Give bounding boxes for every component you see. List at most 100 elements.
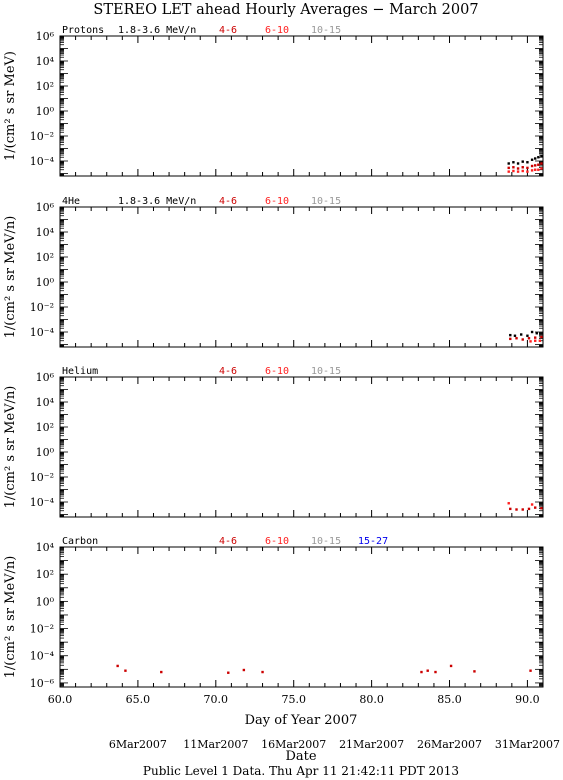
legend-entry: 4-6 <box>219 536 237 547</box>
data-point <box>513 334 517 337</box>
panel-name-label: Helium <box>62 366 98 377</box>
data-point <box>512 161 515 164</box>
data-point <box>540 154 543 158</box>
data-point <box>515 337 518 340</box>
data-point <box>509 337 512 341</box>
data-point <box>509 507 512 511</box>
y-tick-label: 10² <box>36 251 54 264</box>
data-point <box>534 506 537 509</box>
data-point <box>537 156 540 159</box>
legend-entry: 10-15 <box>311 196 341 207</box>
data-point <box>526 166 529 170</box>
legend-entry: 15-27 <box>358 536 388 547</box>
date-tick-label: 31Mar2007 <box>495 738 560 751</box>
data-point <box>529 669 532 672</box>
data-point <box>512 169 515 173</box>
y-tick-label: 10² <box>36 80 54 93</box>
date-tick-label: 26Mar2007 <box>417 738 482 751</box>
data-point <box>512 166 515 169</box>
y-tick-label: 10⁰ <box>36 276 55 289</box>
x-tick-label: 90.0 <box>515 693 540 706</box>
date-tick-label: 16Mar2007 <box>261 738 326 751</box>
data-point <box>516 167 520 170</box>
x-tick-label: 60.0 <box>48 693 73 706</box>
footer-text: Public Level 1 Data. Thu Apr 11 21:42:11… <box>143 764 459 778</box>
panel-protons: 10⁶ 10⁴ 10² 10⁰ 10⁻² 10⁻⁴ 1/(cm² s sr MeV) Prot… <box>3 25 544 177</box>
data-point <box>507 170 510 173</box>
data-point <box>521 338 524 341</box>
panels-group: 10⁶ 10⁴ 10² 10⁰ 10⁻² 10⁻⁴ 1/(cm² s sr MeV) Prot… <box>3 25 544 706</box>
plot-frame <box>59 376 544 518</box>
data-point <box>449 664 453 668</box>
legend-entry: 1.8-3.6 MeV/n <box>118 196 196 207</box>
y-tick-label: 10⁻² <box>30 301 54 314</box>
y-tick-label: 10⁻⁶ <box>30 677 55 690</box>
legend-entry: 1.8-3.6 MeV/n <box>118 25 196 36</box>
data-point <box>507 162 510 165</box>
data-point <box>526 170 529 173</box>
legend-entry: 10-15 <box>311 366 341 377</box>
data-point <box>473 670 476 673</box>
data-point <box>116 664 119 668</box>
date-tick-label: 6Mar2007 <box>109 738 167 751</box>
data-point <box>540 167 543 170</box>
data-point <box>507 166 510 170</box>
y-tick-label: 10⁻⁴ <box>30 326 55 339</box>
y-axis-title: 1/(cm² s sr MeV) <box>3 51 18 161</box>
x-tick-label: 85.0 <box>437 693 462 706</box>
data-point <box>160 670 163 674</box>
y-tick-label: 10⁻⁴ <box>30 496 55 509</box>
data-point <box>529 340 532 343</box>
data-point <box>538 339 542 342</box>
y-tick-label: 10⁻⁴ <box>30 650 55 663</box>
data-point <box>537 168 540 171</box>
y-tick-label: 10⁻² <box>30 623 54 636</box>
legend-entry: 4-6 <box>219 25 237 36</box>
y-tick-label: 10⁴ <box>36 226 55 239</box>
data-point <box>530 330 534 334</box>
data-point <box>509 333 512 337</box>
legend-entry: 4-6 <box>219 366 237 377</box>
data-point <box>515 508 518 511</box>
data-point <box>521 160 524 163</box>
data-point <box>124 669 127 672</box>
y-tick-label: 10⁰ <box>36 446 55 459</box>
page-title: STEREO LET ahead Hourly Averages − March… <box>93 2 478 18</box>
panel-name-label: Protons <box>62 25 104 36</box>
data-point <box>534 164 537 167</box>
data-point <box>261 670 264 674</box>
y-tick-label: 10⁴ <box>36 541 55 554</box>
y-tick-label: 10⁴ <box>36 396 55 409</box>
panel-name-label: Carbon <box>62 536 98 547</box>
legend-entry: 6-10 <box>265 25 289 36</box>
data-point <box>540 162 543 165</box>
plot-frame <box>59 206 544 348</box>
data-point <box>530 164 534 168</box>
legend-entry: 4-6 <box>219 196 237 207</box>
legend-entry: 10-15 <box>311 25 341 36</box>
data-point <box>530 158 534 161</box>
data-point <box>516 162 520 165</box>
x-tick-label: 75.0 <box>281 693 306 706</box>
y-tick-label: 10⁻⁴ <box>30 155 55 168</box>
data-point <box>530 169 534 172</box>
y-tick-label: 10⁻² <box>30 471 54 484</box>
data-point <box>519 333 523 336</box>
data-point <box>521 508 524 511</box>
date-tick-labels: 6Mar2007 11Mar2007 16Mar2007 21Mar2007 26Mar… <box>109 738 560 751</box>
legend-entry: 6-10 <box>265 196 289 207</box>
data-point <box>527 507 531 511</box>
date-tick-label: 21Mar2007 <box>339 738 404 751</box>
x-tick-label: 70.0 <box>204 693 229 706</box>
y-tick-label: 10⁶ <box>36 371 55 384</box>
data-point <box>540 507 543 510</box>
data-point <box>530 503 534 506</box>
plot-frame <box>59 546 544 688</box>
data-point <box>534 339 537 342</box>
x-axis-title: Day of Year 2007 <box>245 713 358 728</box>
data-point <box>537 163 540 166</box>
data-point <box>420 670 423 674</box>
legend-entry: 6-10 <box>265 536 289 547</box>
data-point <box>227 671 230 674</box>
